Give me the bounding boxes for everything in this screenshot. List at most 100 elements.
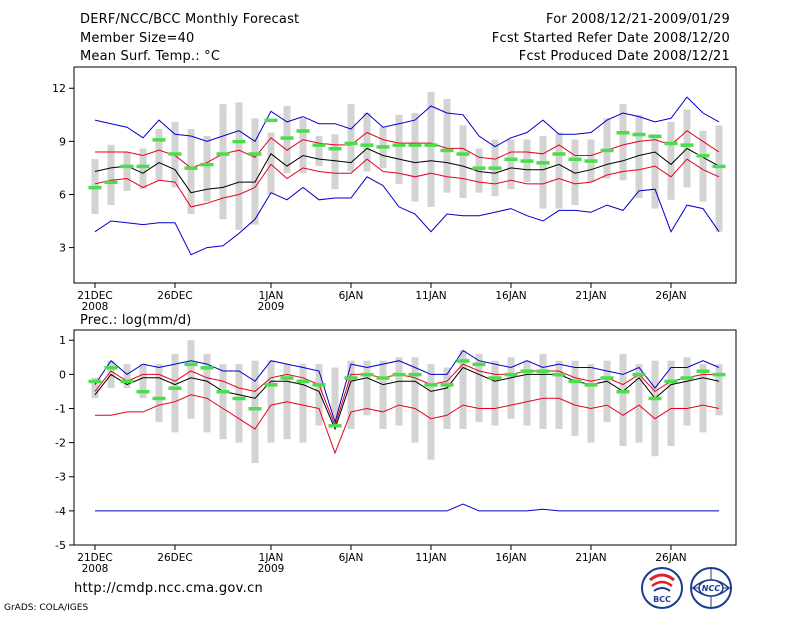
- temp-median-marker: [312, 143, 326, 147]
- temp-spread-box: [395, 114, 403, 184]
- prec-spread-box: [555, 360, 563, 429]
- temp-y-tick-label: 9: [59, 135, 66, 148]
- temp-spread-box: [219, 104, 227, 220]
- temp-median-marker: [520, 159, 534, 163]
- temp-median-marker: [104, 180, 118, 185]
- ncc-logo-icon: NCC: [690, 567, 732, 609]
- prec-y-tick-label: -4: [55, 505, 66, 518]
- prec-median-marker: [552, 372, 566, 377]
- temp-median-marker: [376, 145, 390, 149]
- prec-spread-box: [347, 360, 355, 429]
- ncc-logo-text: NCC: [702, 584, 721, 593]
- prec-median-marker: [680, 376, 694, 380]
- prec-x-tick-label: 1JAN: [259, 552, 284, 564]
- temp-spread-box: [571, 139, 579, 206]
- prec-spread-box: [315, 364, 323, 426]
- prec-spread-box: [619, 353, 627, 447]
- temp-spread-box: [139, 148, 147, 190]
- prec-median-marker: [376, 376, 390, 380]
- prec-median-marker: [168, 386, 182, 391]
- temp-spread-box: [603, 118, 611, 179]
- temp-median-marker: [184, 166, 198, 170]
- prec-x-tick-label: 26DEC: [157, 552, 192, 564]
- prec-spread-box: [667, 360, 675, 447]
- temp-lower-outer-line: [94, 176, 720, 256]
- temp-spread-box: [555, 132, 563, 209]
- prec-spread-box: [379, 360, 387, 429]
- prec-median-marker: [232, 396, 246, 401]
- prec-mean-line: [94, 366, 720, 431]
- prec-spread-box: [603, 360, 611, 423]
- prec-median-marker: [328, 424, 342, 428]
- temp-median-marker: [296, 129, 310, 133]
- temp-median-marker: [600, 148, 614, 153]
- temp-median-marker: [392, 143, 406, 147]
- temp-median-marker: [680, 143, 694, 147]
- prec-spread-box: [235, 364, 243, 443]
- temp-median-marker: [344, 141, 358, 146]
- prec-median-marker: [136, 389, 150, 394]
- temp-median-marker: [616, 131, 630, 135]
- prec-x-tick-label: 26JAN: [655, 552, 686, 564]
- temp-spread-box: [347, 104, 355, 172]
- temp-spread-box: [667, 121, 675, 200]
- prec-spread-box: [539, 353, 547, 429]
- prec-spread-box: [475, 353, 483, 423]
- prec-spread-box: [587, 364, 595, 443]
- prec-spread-box: [219, 364, 227, 440]
- temp-spread-box: [203, 136, 211, 202]
- prec-median-marker: [712, 372, 726, 377]
- prec-median-marker: [152, 396, 166, 401]
- temp-x-tick-label: 1JAN: [259, 290, 284, 302]
- temp-spread-box: [715, 125, 723, 232]
- chart-title: DERF/NCC/BCC Monthly Forecast: [80, 12, 300, 27]
- temp-median-marker: [456, 152, 470, 156]
- temp-median-marker: [232, 139, 246, 144]
- source-url[interactable]: http://cmdp.ncc.cma.gov.cn: [74, 581, 264, 596]
- temp-median-marker: [136, 164, 150, 169]
- temp-median-marker: [712, 164, 726, 169]
- precip-panel-title: Prec.: log(mm/d): [80, 313, 192, 328]
- temp-spread-box: [267, 132, 275, 195]
- prec-median-marker: [104, 366, 118, 370]
- temp-x-tick-year: 2009: [258, 301, 285, 313]
- prec-spread-box: [395, 357, 403, 426]
- prec-spread-box: [571, 360, 579, 436]
- prec-median-marker: [664, 379, 678, 384]
- prec-x-tick-year: 2009: [258, 563, 285, 575]
- prec-spread-box: [491, 360, 499, 426]
- prec-y-tick-label: 0: [59, 368, 66, 381]
- temp-spread-box: [427, 91, 435, 207]
- temp-y-tick-label: 12: [52, 82, 66, 95]
- prec-x-tick-year: 2008: [82, 563, 109, 575]
- prec-spread-box: [635, 364, 643, 443]
- temp-x-tick-label: 11JAN: [415, 290, 446, 302]
- temp-spread-box: [235, 102, 243, 230]
- temp-median-marker: [440, 148, 454, 153]
- temp-x-tick-label: 21DEC: [77, 290, 112, 302]
- temp-median-marker: [408, 143, 422, 147]
- prec-spread-box: [139, 364, 147, 399]
- prec-median-marker: [568, 379, 582, 384]
- prec-spread-box: [443, 367, 451, 429]
- temp-median-marker: [664, 141, 678, 146]
- prec-median-marker: [520, 369, 534, 373]
- temp-spread-box: [619, 104, 627, 181]
- prec-median-marker: [216, 389, 230, 394]
- prec-median-marker: [488, 376, 502, 380]
- member-size: Member Size=40: [80, 31, 195, 46]
- prec-x-tick-label: 6JAN: [339, 552, 364, 564]
- temp-median-marker: [216, 152, 230, 156]
- prec-x-tick-label: 21DEC: [77, 552, 112, 564]
- temp-median-marker: [696, 154, 710, 158]
- temp-spread-box: [107, 144, 115, 206]
- prec-x-tick-label: 21JAN: [575, 552, 606, 564]
- temp-spread-box: [507, 139, 515, 190]
- temp-spread-box: [331, 134, 339, 190]
- prec-median-marker: [472, 362, 486, 367]
- prec-median-marker: [632, 372, 646, 377]
- temp-median-marker: [424, 143, 438, 147]
- prec-median-marker: [536, 369, 550, 373]
- prec-median-marker: [88, 379, 102, 384]
- temp-plot-frame: [73, 66, 737, 284]
